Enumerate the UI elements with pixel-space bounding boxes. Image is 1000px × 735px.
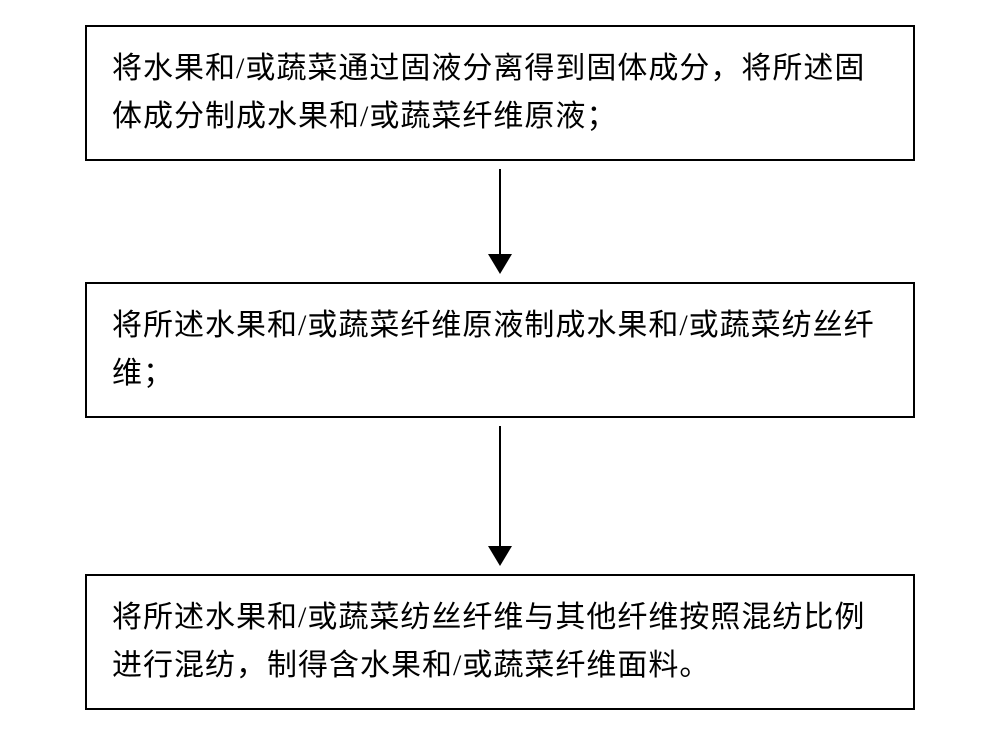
arrow-1 [488,169,512,274]
arrow-line-2 [499,426,501,546]
step-box-2: 将所述水果和/或蔬菜纤维原液制成水果和/或蔬菜纺丝纤维； [85,282,915,418]
arrow-head-2 [488,546,512,566]
flowchart-container: 将水果和/或蔬菜通过固液分离得到固体成分，将所述固体成分制成水果和/或蔬菜纤维原… [75,25,925,710]
arrow-2 [488,426,512,566]
step-box-3: 将所述水果和/或蔬菜纺丝纤维与其他纤维按照混纺比例进行混纺，制得含水果和/或蔬菜… [85,574,915,710]
step-text-1: 将水果和/或蔬菜通过固液分离得到固体成分，将所述固体成分制成水果和/或蔬菜纤维原… [112,52,865,133]
step-text-3: 将所述水果和/或蔬菜纺丝纤维与其他纤维按照混纺比例进行混纺，制得含水果和/或蔬菜… [112,601,865,682]
step-text-2: 将所述水果和/或蔬菜纤维原液制成水果和/或蔬菜纺丝纤维； [112,309,875,390]
arrow-line-1 [499,169,501,254]
arrow-head-1 [488,254,512,274]
step-box-1: 将水果和/或蔬菜通过固液分离得到固体成分，将所述固体成分制成水果和/或蔬菜纤维原… [85,25,915,161]
